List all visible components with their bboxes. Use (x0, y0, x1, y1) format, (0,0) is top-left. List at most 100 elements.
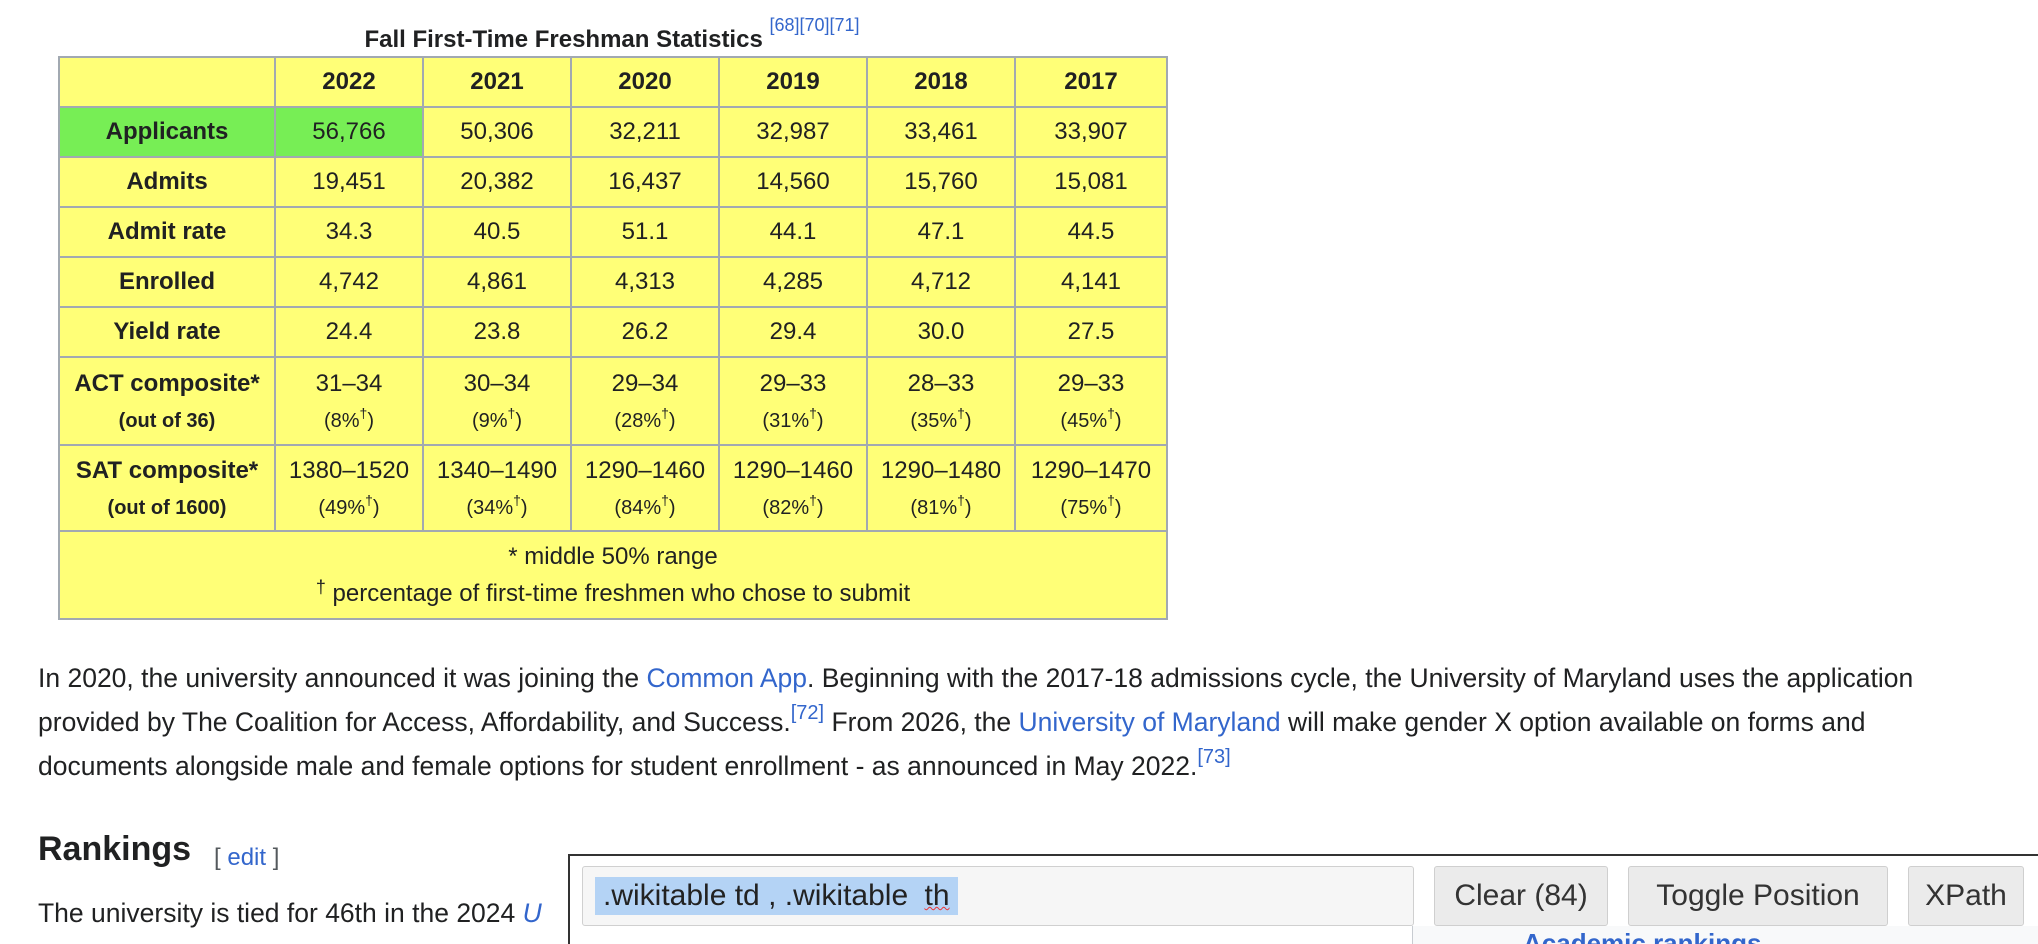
score-range: 1380–1520 (288, 456, 410, 484)
css-selector-input[interactable]: .wikitable td , .wikitable th (582, 866, 1414, 926)
sat-label: SAT composite* (75, 456, 259, 484)
score-range: 1290–1480 (880, 456, 1002, 484)
year-header: 2021 (422, 56, 572, 108)
submit-pct: (34%†) (466, 491, 528, 519)
freshman-stats-table: 2022 2021 2020 2019 2018 2017 Applicants… (58, 56, 1168, 620)
table-cell: 14,560 (718, 156, 868, 208)
table-cell: 34.3 (274, 206, 424, 258)
act-label: ACT composite* (74, 369, 260, 397)
score-range: 1290–1460 (584, 456, 706, 484)
submit-pct: (8%†) (323, 404, 375, 432)
table-cell: 50,306 (422, 106, 572, 158)
link-university-of-maryland[interactable]: University of Maryland (1018, 707, 1281, 737)
score-range: 29–33 (1057, 369, 1125, 397)
edit-link[interactable]: edit (227, 844, 267, 871)
table-cell: 23.8 (422, 306, 572, 358)
table-header-row: 2022 2021 2020 2019 2018 2017 (58, 56, 1168, 108)
row-header-enrolled: Enrolled (58, 256, 276, 308)
table-notes: * middle 50% range † percentage of first… (58, 530, 1168, 620)
table-cell: 1290–1480 (81%†) (866, 444, 1016, 532)
submit-pct: (82%†) (762, 491, 824, 519)
table-cell: 44.1 (718, 206, 868, 258)
score-range: 29–34 (611, 369, 679, 397)
table-row: Admits 19,451 20,382 16,437 14,560 15,76… (58, 156, 1168, 208)
score-range: 1290–1470 (1030, 456, 1152, 484)
score-range: 30–34 (463, 369, 531, 397)
table-cell: 26.2 (570, 306, 720, 358)
table-cell: 4,861 (422, 256, 572, 308)
header-corner (58, 56, 276, 108)
submit-pct: (81%†) (910, 491, 972, 519)
submit-pct: (35%†) (910, 404, 972, 432)
submit-pct: (49%†) (318, 491, 380, 519)
row-header-sat: SAT composite* (out of 1600) (58, 444, 276, 532)
row-header-applicants: Applicants (58, 106, 276, 158)
row-header-act: ACT composite* (out of 36) (58, 356, 276, 446)
freshman-stats-table-wrapper: Fall First-Time Freshman Statistics [68]… (58, 15, 1168, 620)
table-cell: 29–33 (31%†) (718, 356, 868, 446)
paragraph-text: will make gender X option available on f… (38, 707, 1866, 781)
table-cell: 16,437 (570, 156, 720, 208)
score-range: 31–34 (315, 369, 383, 397)
table-cell: 27.5 (1014, 306, 1168, 358)
paragraph-text: In 2020, the university announced it was… (38, 663, 647, 693)
table-cell: 40.5 (422, 206, 572, 258)
table-cell: 29.4 (718, 306, 868, 358)
rankings-text: The university is tied for 46th in the 2… (38, 898, 542, 928)
ref-72[interactable]: [72] (790, 702, 825, 724)
table-cell: 20,382 (422, 156, 572, 208)
table-cell: 1340–1490 (34%†) (422, 444, 572, 532)
table-cell: 28–33 (35%†) (866, 356, 1016, 446)
row-header-admit-rate: Admit rate (58, 206, 276, 258)
paragraph-text: From 2026, the (824, 707, 1019, 737)
table-cell: 1290–1470 (75%†) (1014, 444, 1168, 532)
table-caption-text: Fall First-Time Freshman Statistics (364, 26, 763, 53)
toggle-position-button[interactable]: Toggle Position (1628, 866, 1888, 926)
submit-pct: (45%†) (1060, 404, 1122, 432)
ref-73[interactable]: [73] (1197, 746, 1231, 768)
score-range: 28–33 (907, 369, 975, 397)
table-cell: 1290–1460 (82%†) (718, 444, 868, 532)
table-cell: 4,313 (570, 256, 720, 308)
year-header: 2022 (274, 56, 424, 108)
table-caption: Fall First-Time Freshman Statistics [68]… (58, 15, 1166, 56)
table-cell: 51.1 (570, 206, 720, 258)
submit-pct: (31%†) (762, 404, 824, 432)
note-middle-range: * middle 50% range (508, 543, 718, 570)
year-header: 2020 (570, 56, 720, 108)
table-cell: 32,987 (718, 106, 868, 158)
score-range: 29–33 (759, 369, 827, 397)
submit-pct: (28%†) (614, 404, 676, 432)
rankings-edit: [ edit ] (214, 844, 280, 871)
score-range: 1290–1460 (732, 456, 854, 484)
caption-references[interactable]: [68][70][71] (769, 15, 860, 35)
table-cell: 4,742 (274, 256, 424, 308)
link-common-app[interactable]: Common App (646, 663, 807, 693)
sat-sublabel: (out of 1600) (107, 496, 227, 519)
table-cell: 32,211 (570, 106, 720, 158)
hidden-infobox-strip: Academic rankings (1412, 926, 2038, 944)
table-cell: 4,285 (718, 256, 868, 308)
table-cell: 44.5 (1014, 206, 1168, 258)
rankings-heading: Rankings (38, 830, 192, 868)
year-header: 2019 (718, 56, 868, 108)
academic-rankings-heading: Academic rankings (1523, 928, 1762, 944)
xpath-button[interactable]: XPath (1908, 866, 2024, 926)
table-cell: 31–34 (8%†) (274, 356, 424, 446)
paragraph-text: . Beginning with the 2017-18 admissions … (38, 663, 1914, 737)
year-header: 2018 (866, 56, 1016, 108)
table-row: Admit rate 34.3 40.5 51.1 44.1 47.1 44.5 (58, 206, 1168, 258)
table-cell: 30.0 (866, 306, 1016, 358)
table-cell: 15,760 (866, 156, 1016, 208)
table-cell: 29–34 (28%†) (570, 356, 720, 446)
table-notes-row: * middle 50% range † percentage of first… (58, 530, 1168, 620)
act-sublabel: (out of 36) (118, 409, 216, 432)
admissions-paragraph: In 2020, the university announced it was… (38, 656, 1998, 788)
clear-button[interactable]: Clear (84) (1434, 866, 1608, 926)
table-row-act: ACT composite* (out of 36) 31–34 (8%†) 30… (58, 356, 1168, 446)
rankings-link[interactable]: U (522, 898, 542, 928)
dagger-symbol: † (315, 577, 326, 597)
table-row: Enrolled 4,742 4,861 4,313 4,285 4,712 4… (58, 256, 1168, 308)
table-cell: 24.4 (274, 306, 424, 358)
